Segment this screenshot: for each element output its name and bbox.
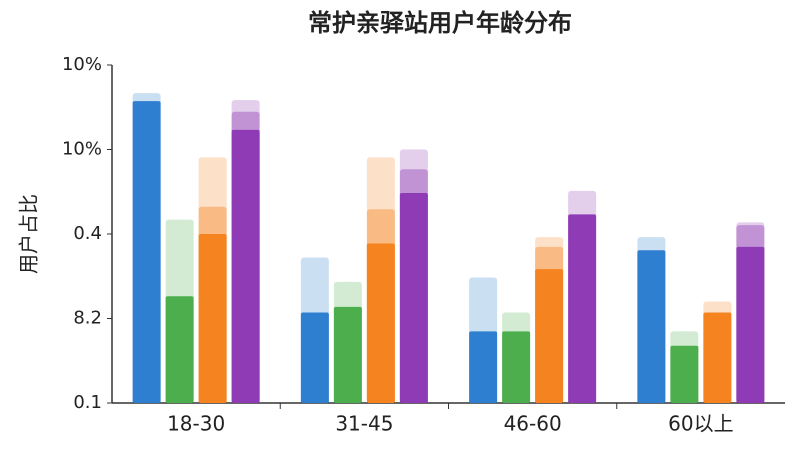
x-tick-label: 31-45 bbox=[335, 412, 393, 436]
bar bbox=[637, 250, 666, 403]
y-tick-label: 10% bbox=[62, 54, 102, 75]
bar bbox=[568, 214, 597, 403]
bar bbox=[703, 312, 732, 403]
bar bbox=[333, 306, 362, 403]
bar bbox=[231, 129, 260, 404]
y-tick-label: 0.1 bbox=[73, 392, 102, 413]
y-axis-label: 用户占比 bbox=[17, 194, 41, 274]
bar bbox=[469, 331, 498, 403]
x-tick-label: 60以上 bbox=[668, 412, 733, 436]
bar bbox=[502, 331, 531, 403]
chart-title: 常护亲驿站用户年龄分布 bbox=[308, 9, 572, 37]
bar bbox=[132, 101, 161, 403]
y-tick-label: 0.4 bbox=[73, 223, 102, 244]
bar bbox=[399, 192, 428, 403]
bar bbox=[366, 243, 395, 403]
y-tick-label: 10% bbox=[62, 139, 102, 160]
bar bbox=[670, 345, 699, 403]
bar bbox=[198, 234, 227, 403]
x-tick-label: 46-60 bbox=[504, 412, 562, 436]
bar bbox=[736, 246, 765, 403]
x-tick-label: 18-30 bbox=[167, 412, 225, 436]
bar bbox=[165, 296, 194, 403]
y-tick-label: 8.2 bbox=[73, 308, 102, 329]
bar bbox=[535, 269, 564, 403]
bar bbox=[300, 312, 329, 403]
